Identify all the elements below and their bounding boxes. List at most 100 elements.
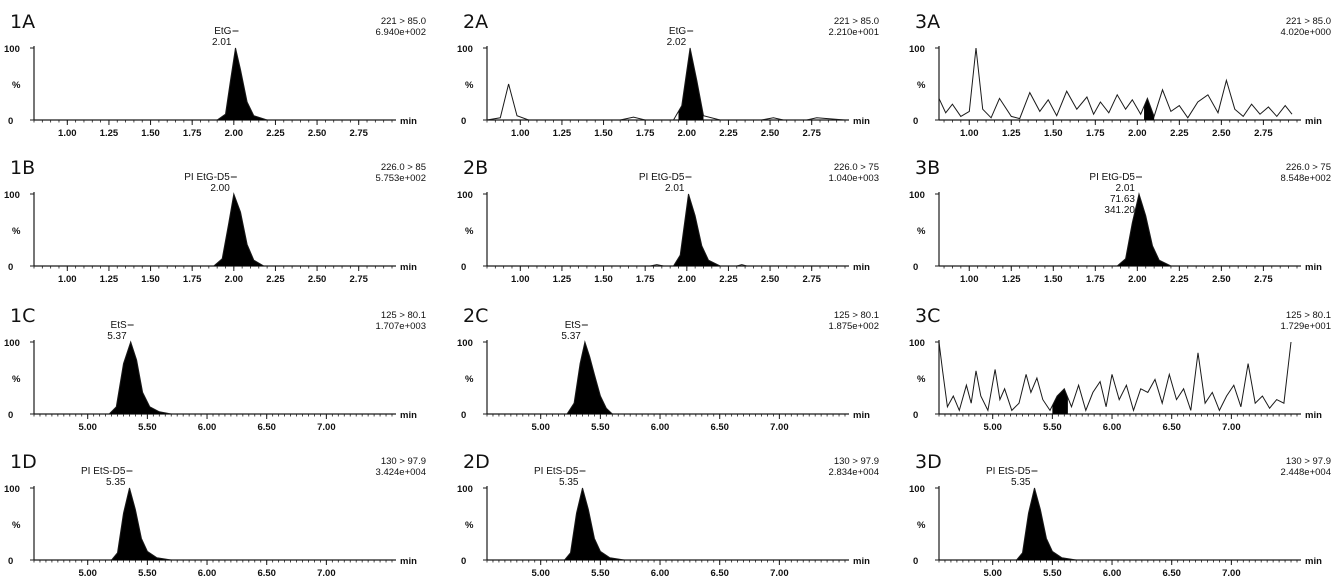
chromatogram-svg: 1A 221 > 85.06.940e+002 100% 0 1.00 1.25 1.50 1… (4, 11, 426, 139)
x-tick-label: 6.00 (198, 568, 217, 579)
y-tick-100: 100 (909, 44, 925, 55)
chromatogram-svg: 1C 125 > 80.11.707e+003 100% 0 5.00 5.50 6.00 6… (4, 305, 426, 433)
chromatogram-panel-3a: 3A 221 > 85.0 4.020e+000 100% 0 1.00 1.25 1.50 1… (905, 2, 1331, 148)
x-unit-label: min (400, 410, 417, 421)
panel-label: 3D (915, 451, 942, 473)
x-tick-label: 7.00 (770, 422, 789, 433)
transition-label: 226.0 > 75 (1286, 162, 1331, 173)
x-tick-label: 1.75 (636, 128, 655, 139)
x-unit-label: min (853, 116, 870, 127)
x-tick-label: 1.25 (553, 274, 572, 285)
y-tick-percent: % (917, 226, 926, 237)
trace-line (487, 340, 845, 415)
peak-fill (564, 488, 625, 560)
x-tick-label: 5.50 (1043, 568, 1062, 579)
intensity-label: 1.875e+002 (829, 321, 879, 332)
y-tick-100: 100 (4, 44, 20, 55)
x-tick-label: 1.50 (141, 128, 160, 139)
trace-line (939, 192, 1297, 267)
x-tick-label: 6.50 (1162, 422, 1181, 433)
intensity-label: 3.424e+004 (376, 467, 426, 478)
y-tick-0: 0 (8, 410, 13, 421)
trace-line (34, 487, 392, 561)
transition-label: 130 > 97.9 (834, 456, 879, 467)
x-tick-label: 2.00 (225, 274, 244, 285)
x-tick-label: 5.50 (1043, 422, 1062, 433)
peak-value-label: 2.00 (210, 183, 230, 194)
chromatogram-svg: 2B 226.0 > 751.040e+003 100% 0 1.00 1.25 1.50 1… (457, 157, 879, 285)
x-unit-label: min (1305, 410, 1322, 421)
x-unit-label: min (853, 556, 870, 567)
transition-label: 125 > 80.1 (1286, 310, 1331, 321)
y-tick-percent: % (12, 80, 21, 91)
y-tick-percent: % (12, 226, 21, 237)
intensity-label: 5.753e+002 (376, 173, 426, 184)
intensity-label: 1.729e+001 (1281, 321, 1331, 332)
chromatogram-panel-2b: 2B 226.0 > 75 1.040e+003 100% 0 1.00 1.25 1.50 1… (453, 148, 896, 294)
x-unit-label: min (400, 556, 417, 567)
panel-label: 1A (10, 11, 35, 33)
x-tick-label: 1.00 (511, 128, 530, 139)
peak-fill (111, 488, 172, 560)
y-tick-100: 100 (457, 44, 473, 55)
x-unit-label: min (1305, 262, 1322, 273)
chromatogram-panel-3b: 3B 226.0 > 75 8.548e+002 100% 0 1.00 1.25 1.50 1… (905, 148, 1331, 294)
x-tick-label: 2.50 (761, 128, 780, 139)
x-tick-label: 5.00 (531, 568, 550, 579)
y-tick-percent: % (917, 80, 926, 91)
x-tick-label: 2.25 (266, 128, 285, 139)
x-unit-label: min (853, 262, 870, 273)
x-tick-label: 1.25 (100, 128, 119, 139)
x-tick-label: 7.00 (317, 568, 336, 579)
x-tick-label: 1.25 (553, 128, 572, 139)
peak-name-label: PI EtG-D5 (1089, 172, 1135, 183)
peak-name-label: EtG (214, 26, 231, 37)
peak-name-label: EtS (565, 320, 581, 331)
y-tick-0: 0 (8, 556, 13, 567)
y-tick-100: 100 (457, 190, 473, 201)
intensity-label: 1.707e+003 (376, 321, 426, 332)
panel-label: 3C (915, 305, 940, 327)
peak-name-label: EtS (111, 320, 127, 331)
x-tick-label: 5.00 (78, 568, 97, 579)
x-tick-label: 5.00 (983, 422, 1002, 433)
y-tick-0: 0 (913, 556, 918, 567)
x-tick-label: 5.50 (138, 422, 157, 433)
peak-fill (217, 48, 268, 120)
panel-label: 2A (463, 11, 488, 33)
x-tick-label: 6.50 (257, 568, 276, 579)
peak-value-label: 5.35 (1011, 477, 1031, 488)
x-tick-label: 1.25 (100, 274, 119, 285)
x-tick-label: 5.00 (531, 422, 550, 433)
peak-value-label: 2.01 (212, 37, 232, 48)
x-tick-label: 1.50 (594, 128, 613, 139)
y-tick-percent: % (917, 374, 926, 385)
y-tick-100: 100 (909, 338, 925, 349)
chromatogram-panel-2a: 2A 221 > 85.0 2.210e+001 100% 0 1.00 1.25 1.50 1… (453, 2, 896, 148)
chromatogram-panel-2d: 2D 130 > 97.9 2.834e+004 100% 0 5.00 5.50 6.00 6… (453, 442, 896, 588)
y-tick-percent: % (465, 374, 474, 385)
x-tick-label: 6.00 (1103, 422, 1122, 433)
x-tick-label: 5.50 (591, 568, 610, 579)
trace-line (487, 487, 845, 561)
x-tick-label: 7.00 (1222, 568, 1241, 579)
x-tick-label: 2.50 (1212, 128, 1231, 139)
chromatogram-svg: 3D 130 > 97.92.448e+004 100% 0 5.00 5.50 6.00 6… (909, 451, 1331, 579)
chromatogram-panel-3d: 3D 130 > 97.9 2.448e+004 100% 0 5.00 5.50 6.00 6… (905, 442, 1331, 588)
chromatogram-svg: 3A 221 > 85.04.020e+000 100% 0 1.00 1.25 1.50 1… (909, 11, 1331, 139)
x-tick-label: 2.50 (308, 128, 327, 139)
peak-value-label: 341.20 (1104, 205, 1135, 216)
x-tick-label: 5.00 (78, 422, 97, 433)
peak-fill (1117, 194, 1171, 266)
trace-line (34, 192, 392, 267)
y-tick-100: 100 (457, 484, 473, 495)
peak-name-label: PI EtS-D5 (81, 466, 126, 477)
x-unit-label: min (400, 262, 417, 273)
x-tick-label: 6.50 (1162, 568, 1181, 579)
peak-fill (1052, 388, 1068, 414)
chromatogram-svg: 2A 221 > 85.02.210e+001 100% 0 1.00 1.25 1.50 1… (457, 11, 879, 139)
y-tick-percent: % (465, 520, 474, 531)
x-tick-label: 5.50 (591, 422, 610, 433)
x-tick-label: 2.25 (1170, 128, 1189, 139)
x-tick-label: 2.50 (761, 274, 780, 285)
